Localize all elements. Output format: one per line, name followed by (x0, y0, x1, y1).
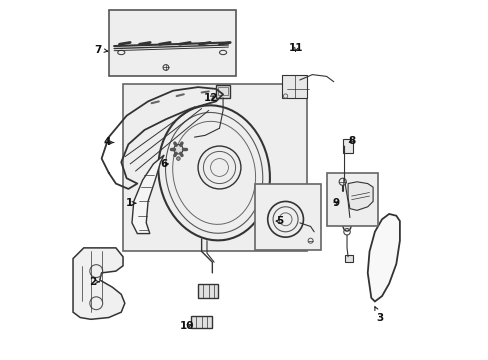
FancyBboxPatch shape (326, 173, 378, 226)
Ellipse shape (342, 218, 350, 231)
Bar (342, 139, 352, 153)
Bar (190, 316, 212, 328)
Text: 2: 2 (89, 277, 99, 287)
Bar (198, 284, 217, 298)
Ellipse shape (176, 157, 180, 160)
Text: 5: 5 (276, 216, 283, 226)
Text: 12: 12 (203, 93, 217, 103)
Text: 6: 6 (160, 159, 168, 169)
Text: 3: 3 (374, 307, 383, 323)
FancyBboxPatch shape (108, 10, 235, 76)
Text: 10: 10 (180, 321, 194, 332)
FancyBboxPatch shape (123, 84, 306, 251)
Polygon shape (367, 214, 399, 301)
FancyBboxPatch shape (255, 184, 321, 249)
Text: 7: 7 (94, 45, 107, 55)
Bar (216, 85, 230, 98)
Text: 1: 1 (125, 198, 136, 208)
Polygon shape (132, 155, 164, 234)
Polygon shape (347, 182, 372, 210)
Bar (282, 75, 306, 98)
Bar (344, 255, 353, 262)
Text: 9: 9 (331, 198, 339, 208)
Polygon shape (73, 248, 124, 319)
Bar (217, 87, 228, 95)
Text: 11: 11 (288, 43, 303, 53)
Text: 4: 4 (103, 138, 113, 148)
Ellipse shape (173, 145, 183, 154)
Text: 8: 8 (347, 136, 355, 146)
